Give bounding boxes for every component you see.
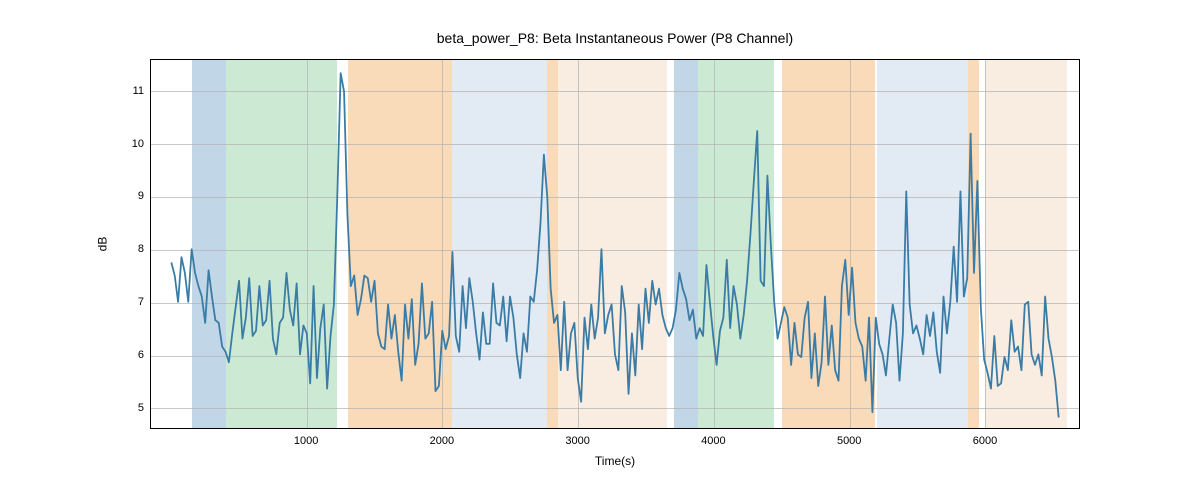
x-tick-label: 1000 [294,435,318,447]
y-tick-label: 6 [138,349,144,361]
chart-container [150,59,1080,429]
y-tick-label: 11 [133,85,144,97]
y-tick-label: 10 [132,138,144,150]
x-tick-label: 6000 [973,435,997,447]
x-axis-label: Time(s) [150,454,1080,468]
y-axis-label: dB [95,237,109,252]
chart-title: beta_power_P8: Beta Instantaneous Power … [150,30,1080,46]
y-tick-label: 8 [138,243,144,255]
x-tick-label: 3000 [565,435,589,447]
y-tick-label: 9 [138,190,144,202]
plot-area [150,59,1080,429]
y-axis-label-container: dB [92,59,112,429]
y-tick-label: 5 [138,402,144,414]
x-tick-label: 5000 [837,435,861,447]
x-tick-label: 2000 [430,435,454,447]
data-series-line [171,73,1058,417]
x-tick-label: 4000 [701,435,725,447]
data-line-svg [151,60,1079,428]
y-tick-label: 7 [138,296,144,308]
